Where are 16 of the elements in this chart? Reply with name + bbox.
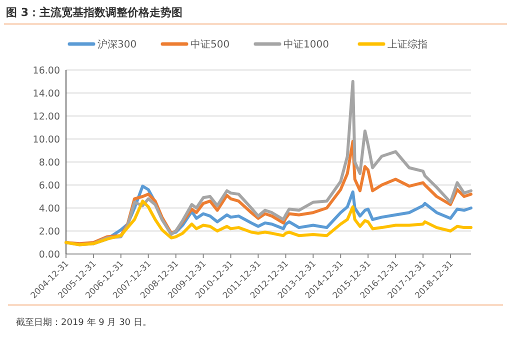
y-tick-label: 14.00 — [32, 88, 60, 100]
chart-title: 图 3：主流宽基指数调整价格走势图 — [6, 6, 182, 19]
text: 截至日期：2019 年 9 月 30 日。 — [16, 317, 152, 328]
legend-label: 中证500 — [190, 38, 230, 50]
line-series — [64, 200, 472, 246]
y-tick-label: 16.00 — [32, 65, 60, 76]
legend-label: 上证综指 — [388, 38, 428, 50]
y-tick-label: 6.00 — [38, 180, 60, 192]
legend-label: 沪深300 — [98, 38, 137, 50]
y-tick-label: 8.00 — [38, 157, 60, 168]
y-tick-label: 10.00 — [32, 134, 60, 146]
y-tick-label: 0.00 — [38, 249, 60, 260]
y-tick-label: 4.00 — [38, 203, 60, 214]
y-tick-label: 2.00 — [38, 226, 60, 238]
legend-label: 中证1000 — [284, 38, 329, 50]
y-tick-label: 12.00 — [32, 111, 60, 122]
